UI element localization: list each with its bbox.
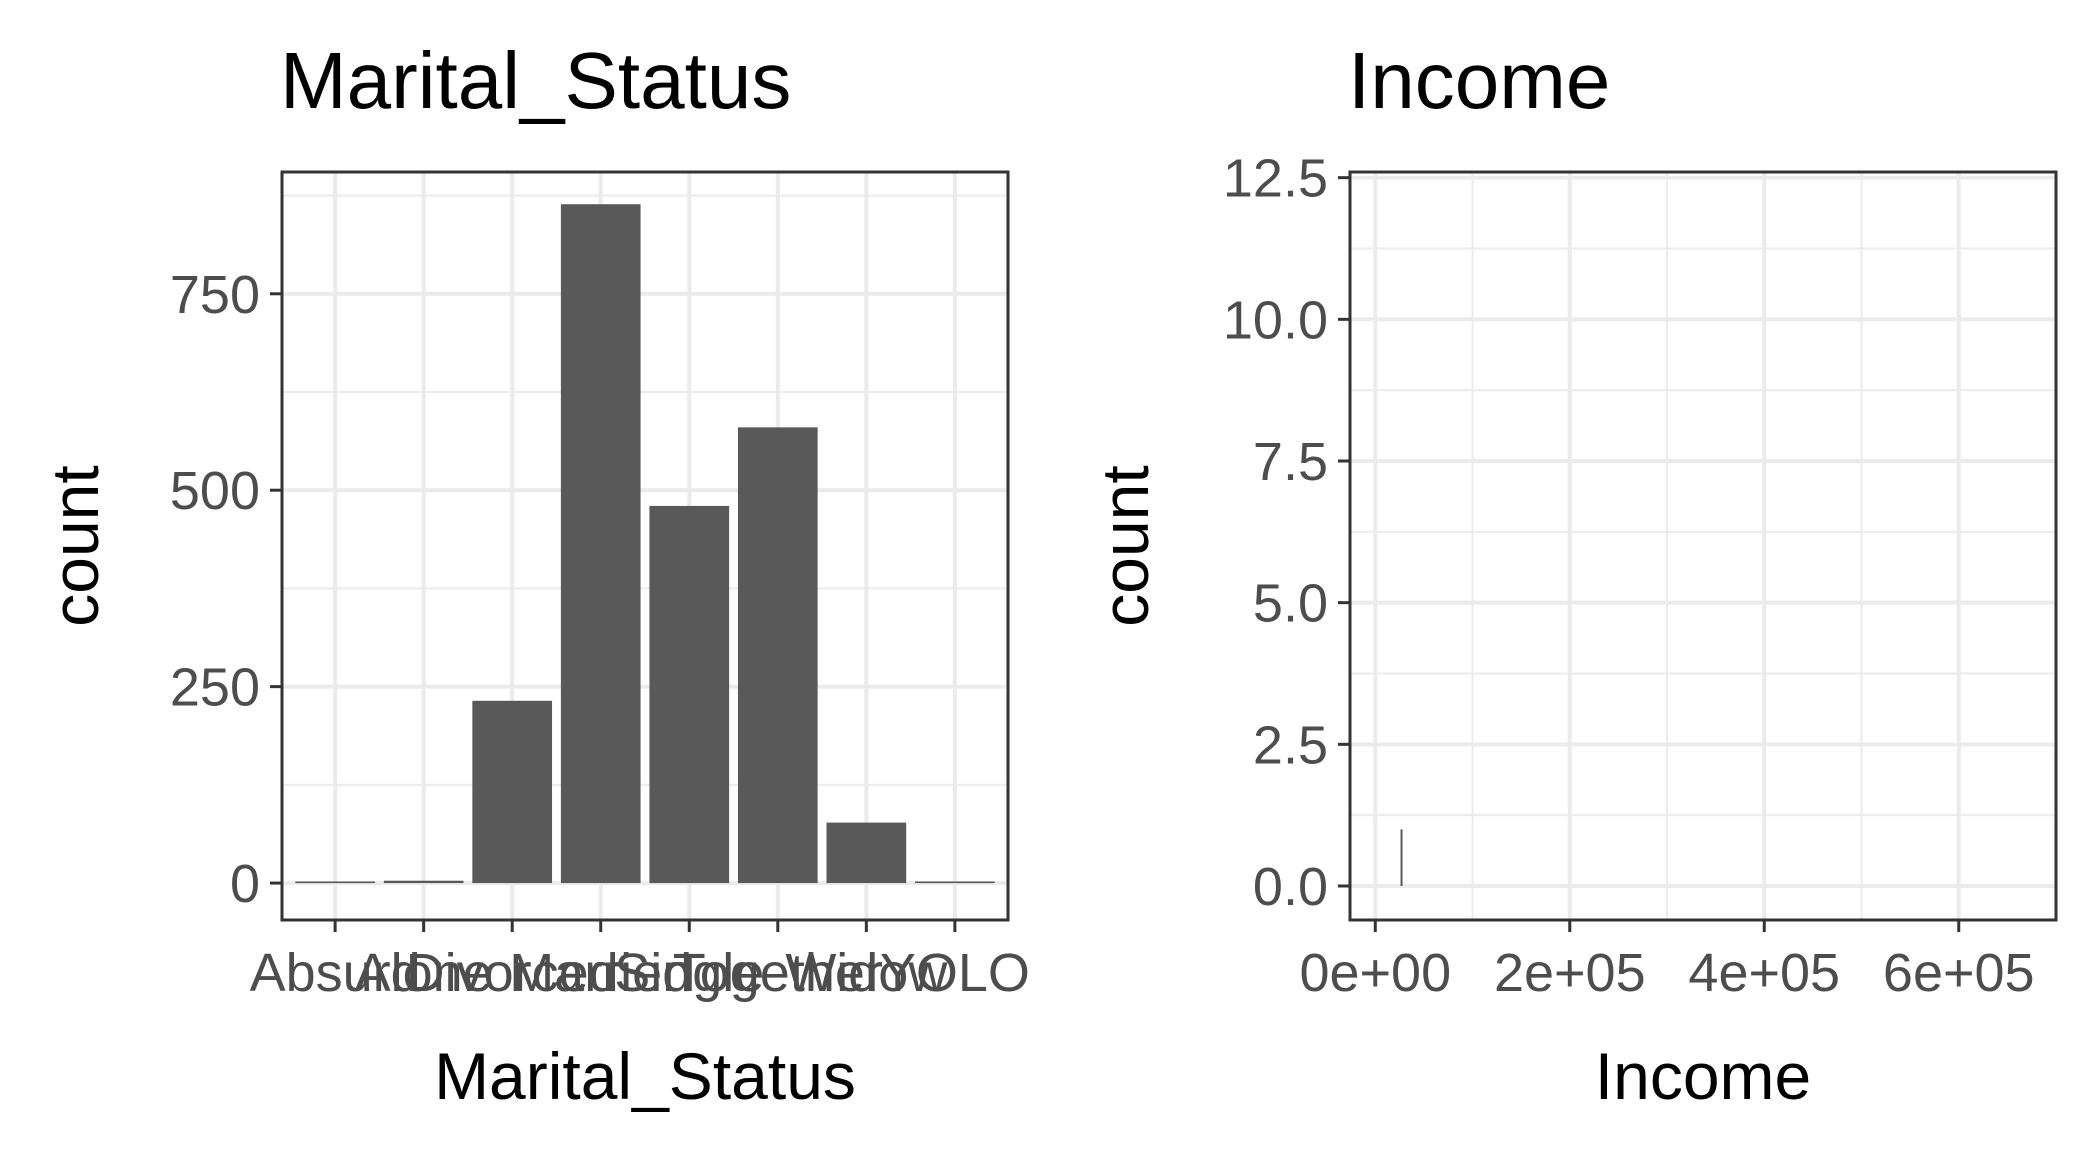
chart-title: Income xyxy=(1348,36,1610,125)
x-tick-label: Widow xyxy=(785,943,948,1003)
x-tick-label: 4e+05 xyxy=(1688,943,1840,1003)
histogram-bars xyxy=(1400,829,1403,886)
bar-absurd xyxy=(295,881,375,884)
histogram-bar xyxy=(1400,829,1403,886)
x-tick-label: YOLO xyxy=(880,943,1030,1003)
y-tick-label: 0.0 xyxy=(1253,857,1328,917)
x-tick-label: Together xyxy=(673,943,883,1003)
y-axis-title: count xyxy=(1088,465,1162,626)
y-tick-label: 10.0 xyxy=(1223,290,1328,350)
y-tick-label: 2.5 xyxy=(1253,715,1328,775)
plot-grid xyxy=(1350,172,2056,920)
plot-grid xyxy=(282,172,1008,920)
plot-background xyxy=(1350,172,2056,920)
y-tick-label: 750 xyxy=(170,265,260,325)
chart-title: Marital_Status xyxy=(280,36,791,125)
marital-status-chart: Marital_Status 0 250 500 750 AbsurdAloneDiv… xyxy=(38,36,1030,1113)
y-axis: 0 250 500 750 xyxy=(170,265,282,914)
bar-widow xyxy=(826,822,907,884)
x-tick-label: Alone xyxy=(355,943,493,1003)
bar-alone xyxy=(383,880,464,884)
bar-married xyxy=(560,204,641,884)
x-tick-label: 6e+05 xyxy=(1883,943,2035,1003)
y-tick-label: 12.5 xyxy=(1223,149,1328,209)
bar-together xyxy=(737,427,818,884)
bar-yolo xyxy=(915,881,995,884)
plot-panel xyxy=(280,170,1010,922)
x-tick-label: 0e+00 xyxy=(1299,943,1451,1003)
income-chart: Income 0.0 2.5 5.0 7.5 10.0 12.5 0e+00 2e+05 4e… xyxy=(1088,36,2058,1113)
x-tick-label: Divorced xyxy=(406,943,619,1003)
x-tick-label: Absurd xyxy=(250,943,421,1003)
x-axis: AbsurdAloneDivorcedMarriedSingleTogether… xyxy=(250,920,1030,1003)
plot-panel xyxy=(1348,170,2058,922)
x-axis-title: Income xyxy=(1595,1039,1811,1113)
y-axis: 0.0 2.5 5.0 7.5 10.0 12.5 xyxy=(1223,149,1350,917)
x-tick-label: 2e+05 xyxy=(1494,943,1646,1003)
x-axis-title: Marital_Status xyxy=(434,1039,856,1113)
y-axis-title: count xyxy=(38,465,112,626)
y-tick-label: 500 xyxy=(170,461,260,521)
x-tick-label: Single xyxy=(614,943,764,1003)
y-tick-label: 5.0 xyxy=(1253,574,1328,634)
bars xyxy=(295,204,995,884)
bar-divorced xyxy=(472,700,553,884)
x-tick-label: Married xyxy=(509,943,692,1003)
y-tick-label: 7.5 xyxy=(1253,432,1328,492)
bar-single xyxy=(649,505,730,884)
x-axis: 0e+00 2e+05 4e+05 6e+05 xyxy=(1299,920,2035,1003)
plot-background xyxy=(282,172,1008,920)
y-tick-label: 250 xyxy=(170,658,260,718)
y-tick-label: 0 xyxy=(230,854,260,914)
